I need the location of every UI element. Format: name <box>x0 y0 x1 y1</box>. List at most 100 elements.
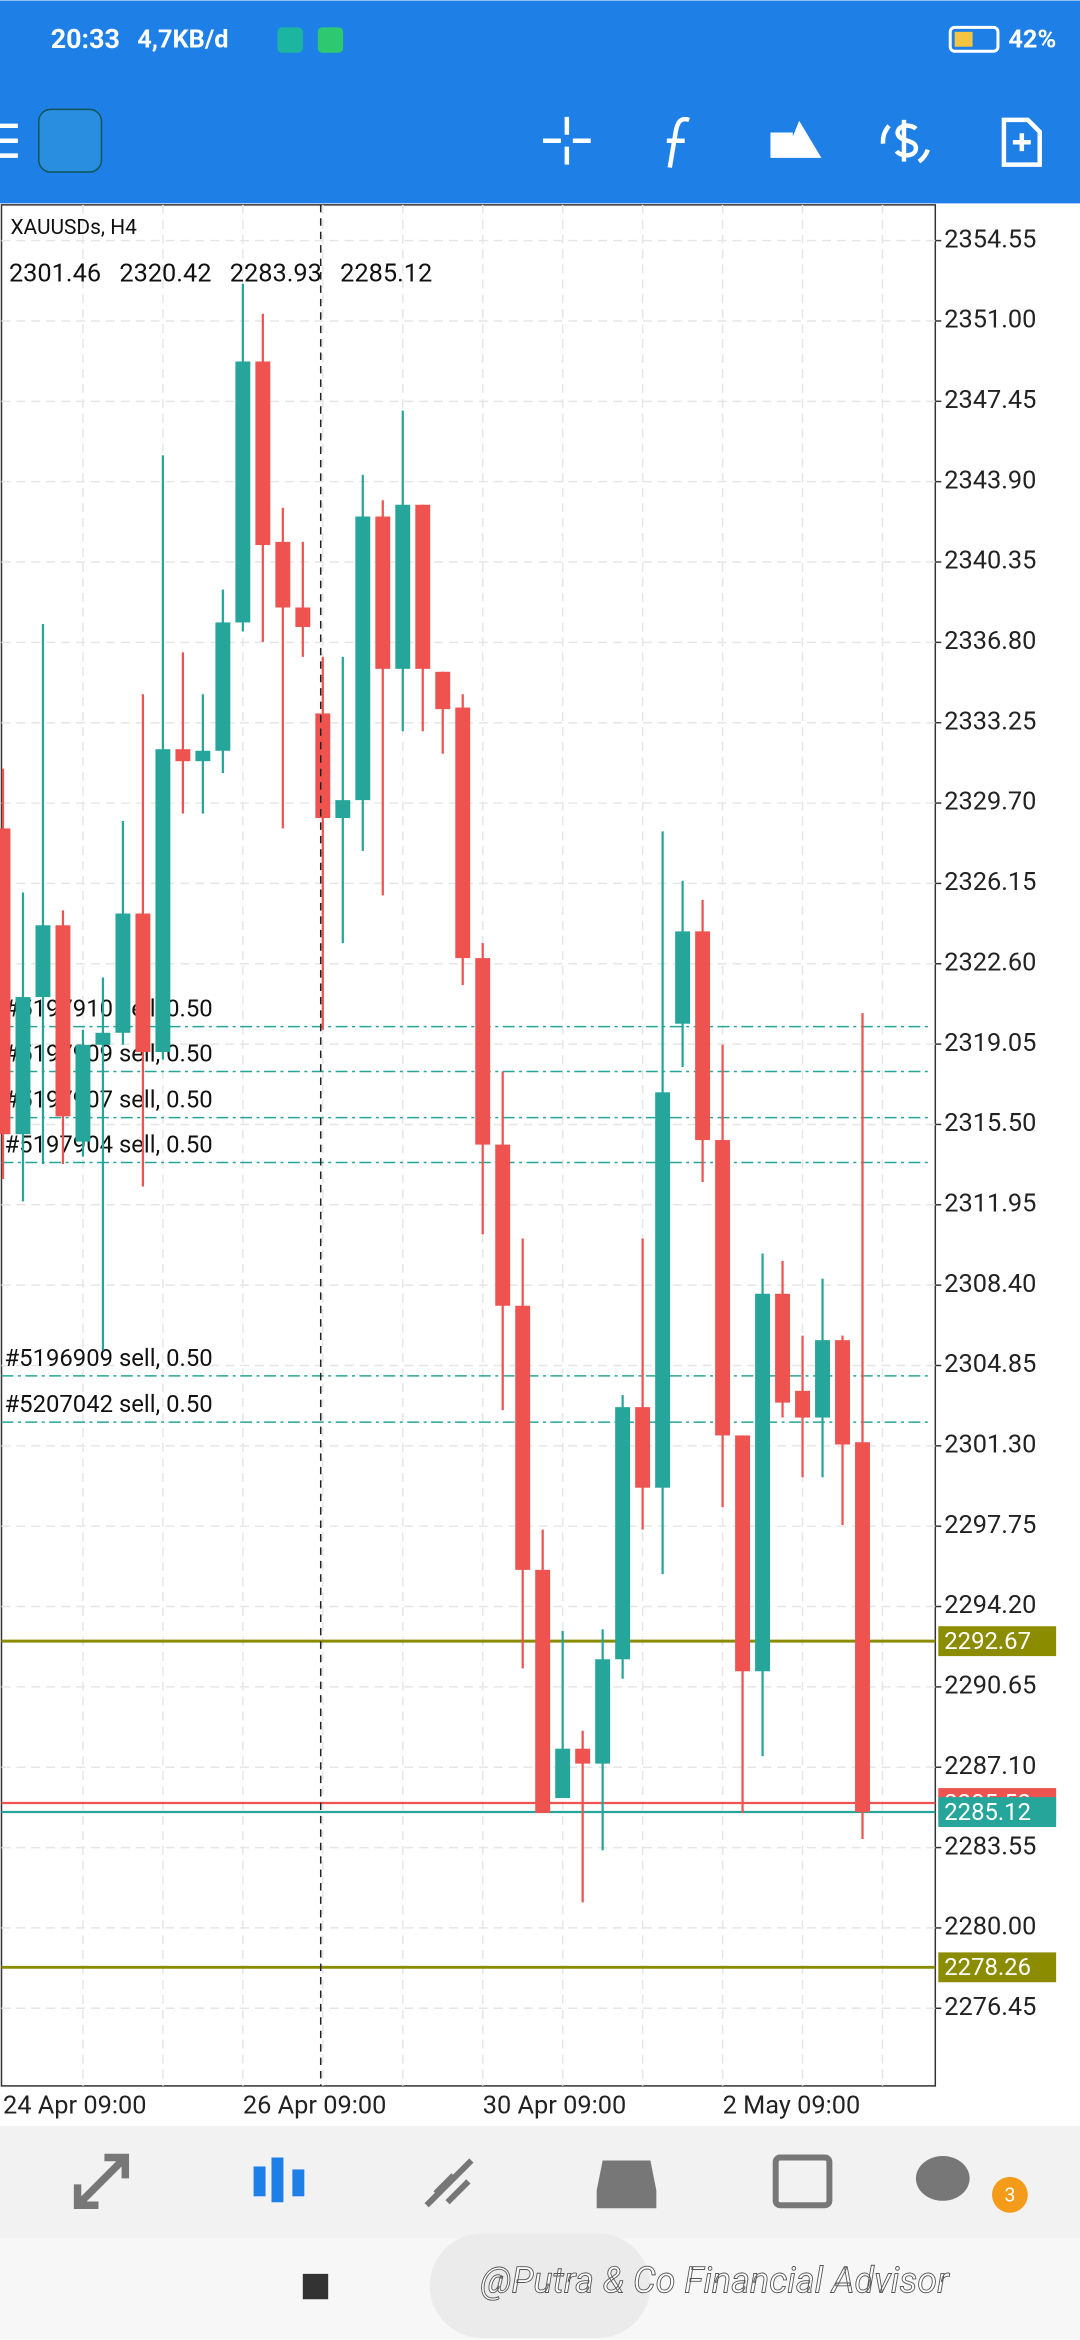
chart-symbol: XAUUSDs, H4 <box>10 216 137 240</box>
candle-body <box>75 1044 91 1142</box>
candle-body <box>175 749 191 762</box>
new-order-button[interactable] <box>1001 117 1042 167</box>
level-label: 2278.26 <box>944 1953 1031 1981</box>
candle-body <box>235 361 251 623</box>
candle-body <box>335 800 351 818</box>
y-tick-label: 2340.35 <box>944 546 1036 576</box>
candle-body <box>595 1659 611 1764</box>
crosshair-button[interactable] <box>542 116 591 165</box>
y-tick-label: 2329.70 <box>944 787 1036 817</box>
candle-body <box>255 361 271 546</box>
watermark: @Putra & Co Financial Advisor <box>480 2259 950 2301</box>
bid-label: 2285.12 <box>944 1798 1031 1826</box>
y-tick-label: 2297.75 <box>944 1510 1036 1540</box>
app-logo[interactable] <box>38 108 103 173</box>
candle-body <box>415 504 431 669</box>
chart-area <box>0 204 937 2087</box>
y-tick-label: 2322.60 <box>944 947 1036 977</box>
status-speed: 4,7KB/d <box>137 24 228 54</box>
y-tick-label: 2304.85 <box>944 1349 1036 1379</box>
candle-body <box>515 1305 531 1570</box>
y-tick-label: 2333.25 <box>944 706 1036 736</box>
candle-body <box>635 1407 651 1488</box>
home-button[interactable] <box>429 2233 651 2339</box>
candle-body <box>375 516 391 669</box>
candle-body <box>15 997 31 1135</box>
candle-body <box>35 925 51 998</box>
nav-icons <box>73 2153 1028 2213</box>
ohlc-low: 2283.93 <box>230 259 322 289</box>
status-icon <box>277 27 303 53</box>
x-tick-label: 26 Apr 09:00 <box>243 2090 387 2120</box>
order-label: #5207042 sell, 0.50 <box>4 1390 212 1418</box>
indicators-button[interactable] <box>666 116 690 168</box>
chart-tab[interactable] <box>253 2157 305 2203</box>
y-tick-label: 2347.45 <box>944 385 1036 415</box>
y-tick-label: 2308.40 <box>944 1269 1036 1299</box>
order-label: #5197904 sell, 0.50 <box>4 1130 212 1158</box>
candle-body <box>55 925 71 1117</box>
history-tab[interactable] <box>596 2160 657 2209</box>
trade-tab[interactable] <box>424 2158 474 2208</box>
candle-body <box>315 713 331 818</box>
price-lines: #5197910 sell, 0.50#5197909 sell, 0.50#5… <box>1 995 936 1969</box>
candle-body <box>355 516 371 801</box>
trade-button[interactable] <box>880 119 930 164</box>
candle-body <box>695 931 711 1141</box>
y-tick-label: 2287.10 <box>944 1751 1036 1781</box>
news-tab[interactable] <box>772 2154 833 2209</box>
battery-icon <box>948 25 1000 53</box>
candle-body <box>855 1442 870 1813</box>
bottom-nav <box>0 2126 1080 2239</box>
candle-body <box>615 1407 631 1660</box>
candle-body <box>775 1293 791 1403</box>
y-tick-label: 2351.00 <box>944 305 1036 335</box>
y-tick-label: 2315.50 <box>944 1108 1036 1138</box>
candle-body <box>735 1435 751 1672</box>
candle-body <box>155 749 171 1053</box>
candle-body <box>455 707 471 959</box>
badge <box>991 2176 1028 2213</box>
y-tick-label: 2283.55 <box>944 1831 1036 1861</box>
badge-count: 3 <box>1004 2183 1015 2206</box>
candle-body <box>795 1390 810 1418</box>
candle-body <box>95 1032 111 1045</box>
candle-body <box>815 1340 830 1418</box>
candle-body <box>0 828 11 1135</box>
candle-body <box>135 913 151 1053</box>
quotes-tab[interactable] <box>73 2153 130 2209</box>
candle-body <box>435 671 451 710</box>
candle-body <box>755 1293 771 1672</box>
menu-button[interactable] <box>0 123 18 158</box>
level-label: 2292.67 <box>944 1627 1031 1655</box>
bid-label-box <box>938 1797 1057 1827</box>
y-tick-label: 2354.55 <box>944 224 1036 254</box>
y-tick-label: 2326.15 <box>944 867 1036 897</box>
ohlc-open: 2301.46 <box>9 259 101 289</box>
order-label: #5196909 sell, 0.50 <box>4 1344 212 1372</box>
x-tick-label: 2 May 09:00 <box>723 2090 861 2120</box>
candle-body <box>675 931 691 1024</box>
candle-body <box>655 1092 671 1488</box>
status-battery: 42% <box>1008 24 1056 54</box>
candle-body <box>715 1140 731 1436</box>
level-label-box <box>938 1626 1057 1657</box>
app-bar <box>0 0 1080 204</box>
messages-tab[interactable] <box>915 2156 970 2201</box>
y-tick-label: 2336.80 <box>944 626 1036 656</box>
status-icon <box>317 27 344 53</box>
candle-body <box>575 1748 591 1764</box>
y-tick-label: 2276.45 <box>944 1992 1036 2022</box>
candle-body <box>535 1569 551 1813</box>
recent-button[interactable] <box>302 2273 329 2300</box>
y-tick-label: 2343.90 <box>944 465 1036 495</box>
ohlc-header: 2301.46 2320.42 2283.93 2285.12 <box>9 259 432 289</box>
candle-body <box>295 607 311 627</box>
price-axis: 2354.55 2351.00 2347.45 2343.90 2340.35 2336.… <box>935 224 1057 2022</box>
objects-button[interactable] <box>770 120 822 158</box>
y-tick-label: 2311.95 <box>944 1189 1036 1219</box>
toolbar <box>0 108 1042 173</box>
candle-body <box>835 1340 850 1445</box>
